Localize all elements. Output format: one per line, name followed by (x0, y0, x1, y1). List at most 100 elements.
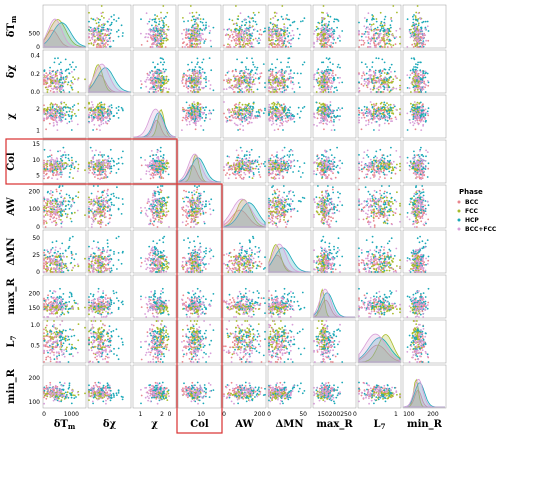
point-fcc (231, 108, 234, 110)
point-bcc-fcc (425, 39, 427, 42)
point-bcc-fcc (43, 74, 45, 76)
point-bcc-fcc (198, 87, 201, 90)
point-hcp (88, 29, 90, 31)
point-bcc (362, 84, 365, 87)
point-bcc-fcc (165, 87, 168, 90)
point-bcc-fcc (421, 46, 424, 48)
point-hcp (332, 42, 335, 45)
point-bcc-fcc (418, 41, 420, 44)
point-hcp (383, 61, 386, 64)
point-fcc (269, 34, 272, 37)
point-bcc-fcc (248, 38, 251, 41)
point-bcc-fcc (88, 113, 90, 116)
point-bcc-fcc (99, 25, 101, 28)
point-bcc-fcc (236, 34, 239, 36)
point-bcc (276, 46, 279, 48)
point-hcp (70, 129, 73, 131)
point-bcc-fcc (386, 86, 388, 89)
point-bcc (279, 119, 282, 122)
point-hcp (283, 89, 286, 92)
point-bcc (186, 109, 189, 112)
point-bcc-fcc (100, 123, 103, 126)
point-bcc-fcc (243, 113, 246, 116)
point-bcc-fcc (51, 75, 53, 77)
point-bcc-fcc (181, 109, 184, 112)
point-bcc-fcc (365, 81, 367, 83)
point-hcp (70, 86, 73, 89)
point-hcp (289, 24, 291, 27)
point-hcp (205, 24, 207, 27)
point-bcc-fcc (320, 80, 323, 83)
point-bcc-fcc (286, 121, 288, 123)
point-bcc-fcc (71, 120, 73, 122)
point-bcc-fcc (279, 30, 282, 33)
point-bcc-fcc (272, 111, 275, 114)
point-bcc-fcc (406, 74, 409, 76)
point-hcp (252, 78, 255, 81)
point-bcc-fcc (238, 118, 241, 121)
point-bcc-fcc (378, 32, 380, 35)
point-bcc-fcc (286, 79, 288, 81)
point-bcc-fcc (332, 36, 335, 38)
point-bcc-fcc (256, 117, 259, 119)
point-bcc-fcc (277, 82, 279, 85)
point-bcc-fcc (326, 36, 328, 38)
point-bcc (232, 91, 235, 93)
point-bcc-fcc (273, 80, 276, 82)
point-hcp (58, 78, 61, 81)
point-bcc (323, 128, 325, 131)
point-hcp (97, 37, 99, 40)
point-hcp (379, 45, 381, 48)
point-bcc-fcc (383, 22, 386, 25)
point-hcp (112, 40, 115, 42)
point-hcp (159, 79, 162, 82)
point-hcp (301, 107, 304, 109)
point-bcc-fcc (395, 29, 398, 32)
point-bcc (334, 42, 337, 44)
point-hcp (250, 45, 253, 48)
point-bcc-fcc (383, 83, 386, 86)
point-hcp (140, 87, 142, 89)
point-bcc (228, 119, 231, 122)
point-hcp (386, 42, 388, 45)
point-bcc-fcc (326, 12, 328, 15)
point-hcp (371, 66, 374, 68)
point-bcc-fcc (245, 75, 248, 77)
point-fcc (72, 76, 74, 78)
point-hcp (386, 78, 388, 80)
point-bcc-fcc (268, 106, 270, 109)
point-bcc-fcc (270, 73, 273, 76)
point-fcc (317, 77, 320, 80)
point-hcp (117, 105, 120, 108)
point-fcc (387, 104, 390, 106)
point-hcp (162, 20, 164, 22)
point-fcc (196, 103, 199, 106)
point-hcp (367, 42, 370, 44)
point-hcp (59, 61, 62, 64)
point-bcc-fcc (49, 73, 52, 75)
point-fcc (77, 109, 80, 111)
point-bcc-fcc (367, 31, 370, 34)
point-bcc (274, 46, 277, 48)
point-hcp (67, 81, 70, 84)
point-bcc-fcc (316, 80, 318, 83)
point-bcc (283, 103, 285, 106)
point-bcc-fcc (194, 111, 197, 114)
point-bcc-fcc (47, 78, 50, 81)
point-bcc (260, 33, 263, 36)
point-hcp (323, 70, 326, 72)
point-bcc-fcc (193, 101, 195, 103)
point-bcc-fcc (193, 88, 195, 91)
point-bcc-fcc (268, 77, 271, 80)
point-bcc-fcc (157, 28, 160, 31)
point-hcp (159, 57, 162, 59)
point-hcp (208, 32, 211, 34)
point-bcc-fcc (185, 27, 188, 30)
point-hcp (424, 26, 427, 29)
point-hcp (419, 45, 422, 48)
point-bcc (411, 43, 414, 46)
point-hcp (358, 81, 360, 84)
point-bcc-fcc (285, 30, 288, 32)
point-bcc-fcc (188, 74, 191, 77)
point-bcc-fcc (250, 111, 253, 114)
